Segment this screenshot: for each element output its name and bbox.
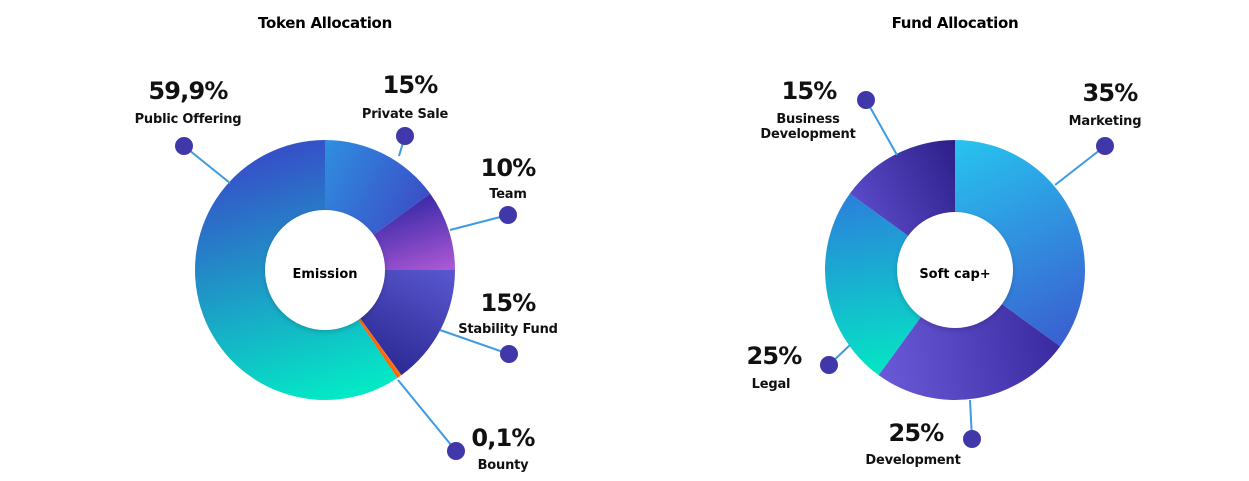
token-leader-line-public-offering [183, 145, 231, 184]
token-allocation-title: Token Allocation [258, 14, 392, 32]
token-chart-center-label: Emission [293, 267, 358, 282]
fund-leader-line-business-development [865, 99, 898, 156]
token-marker-bounty [447, 442, 465, 460]
fund-allocation-title: Fund Allocation [892, 14, 1019, 32]
token-marker-private-sale [396, 127, 414, 145]
token-pct-label-public-offering: 59,9% [148, 77, 228, 105]
fund-name-label-legal: Legal [752, 377, 791, 392]
token-chart-center-hole [265, 210, 385, 330]
fund-marker-marketing [1096, 137, 1114, 155]
token-marker-stability-fund [500, 345, 518, 363]
fund-pct-label-marketing: 35% [1082, 79, 1138, 107]
fund-marker-development [963, 430, 981, 448]
fund-pct-label-legal: 25% [746, 342, 802, 370]
fund-name-label-development: Development [865, 453, 960, 468]
token-name-label-stability-fund: Stability Fund [458, 322, 558, 337]
token-name-label-private-sale: Private Sale [362, 107, 449, 122]
token-marker-public-offering [175, 137, 193, 155]
token-leader-line-team [449, 214, 509, 231]
fund-name-label-business-development: Business Development [760, 112, 855, 142]
fund-pct-label-development: 25% [888, 419, 944, 447]
fund-slice-development [878, 270, 1061, 400]
token-leader-line-bounty [397, 379, 457, 452]
fund-name-label-marketing: Marketing [1069, 114, 1142, 129]
token-pct-label-private-sale: 15% [382, 71, 438, 99]
fund-chart-center-label: Soft cap+ [919, 267, 990, 282]
token-name-label-team: Team [489, 187, 526, 202]
fund-slice-legal [825, 193, 955, 376]
token-leader-line-stability-fund [439, 329, 510, 355]
fund-slice-marketing [955, 140, 1085, 347]
fund-pct-label-business-development: 15% [781, 77, 837, 105]
fund-marker-business-development [857, 91, 875, 109]
token-name-label-public-offering: Public Offering [135, 112, 242, 127]
token-marker-team [499, 206, 517, 224]
token-name-label-bounty: Bounty [478, 458, 530, 473]
fund-marker-legal [820, 356, 838, 374]
token-pct-label-bounty: 0,1% [471, 424, 535, 452]
fund-chart-center-hole [897, 212, 1013, 328]
fund-leader-line-marketing [1054, 145, 1106, 186]
token-pct-label-stability-fund: 15% [480, 289, 536, 317]
token-pct-label-team: 10% [480, 154, 536, 182]
